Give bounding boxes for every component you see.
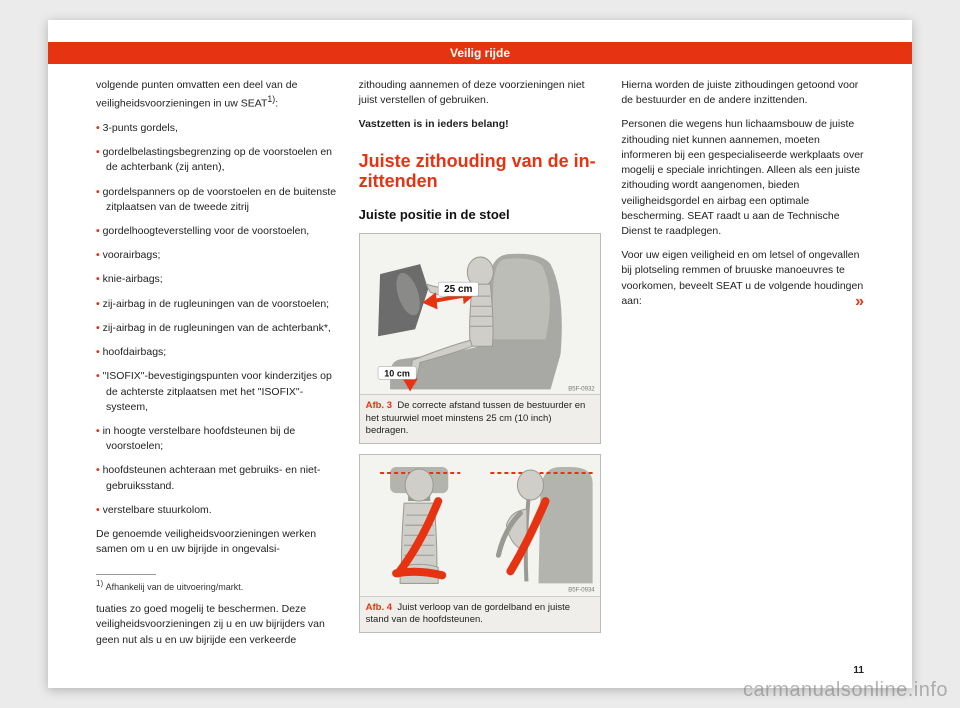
bullet-item: hoofdsteunen achteraan met gebruiks- en … <box>96 463 339 493</box>
fig3-label-10: 10 cm <box>384 368 410 378</box>
figure-4-svg: B5F-0934 <box>360 455 601 595</box>
fig3-code: B5F-0932 <box>568 386 595 392</box>
subheading: Juiste positie in de stoel <box>359 206 602 225</box>
bullet-item: voorairbags; <box>96 248 339 263</box>
footnote-rule <box>96 574 156 575</box>
figure-3-num: Afb. 3 <box>366 400 392 411</box>
bullet-item: in hoogte verstelbare hoofdsteunen bij d… <box>96 424 339 454</box>
outro-para: De genoemde veiligheidsvoorzieningen wer… <box>96 527 339 557</box>
figure-3: 25 cm 10 cm B5F-0932 Afb. 3 De correcte … <box>359 233 602 444</box>
col2-bold: Vastzetten is in ieders belang! <box>359 117 602 132</box>
bullet-item: zij-airbag in de rugleuningen van de voo… <box>96 297 339 312</box>
fig3-label-25: 25 cm <box>444 284 472 295</box>
section-heading-red: Juiste zithouding van de in­zittenden <box>359 151 602 192</box>
figure-4-num: Afb. 4 <box>366 602 392 613</box>
intro-para: volgende punten omvatten een deel van de… <box>96 78 339 112</box>
figure-4: B5F-0934 Afb. 4 Juist verloop van de gor… <box>359 454 602 633</box>
figure-3-caption: Afb. 3 De correcte afstand tussen de bes… <box>360 394 601 443</box>
chapter-header-bar: Veilig rijde <box>48 42 912 64</box>
bullet-item: gordelbelastingsbegrenzing op de voor­st… <box>96 145 339 175</box>
page-number: 11 <box>853 665 864 676</box>
col3-para3: Voor uw eigen veiligheid en om letsel of… <box>621 248 864 309</box>
page-content: volgende punten omvatten een deel van de… <box>96 78 864 656</box>
fig4-code: B5F-0934 <box>568 588 595 594</box>
continue-icon: » <box>855 294 864 310</box>
bullet-item: zij-airbag in de rugleuningen van de ach… <box>96 321 339 336</box>
col3-para1: Hierna worden de juiste zithoudingen ge­… <box>621 78 864 108</box>
chapter-title: Veilig rijde <box>450 46 510 60</box>
bullet-item: knie-airbags; <box>96 272 339 287</box>
manual-page: Veilig rijde volgende punten omvatten ee… <box>48 20 912 688</box>
bullet-item: gordelhoogteverstelling voor de voorstoe… <box>96 224 339 239</box>
bullet-item: hoofdairbags; <box>96 345 339 360</box>
figure-4-caption: Afb. 4 Juist verloop van de gordelband e… <box>360 596 601 633</box>
bullet-item: verstelbare stuurkolom. <box>96 503 339 518</box>
bullet-item: gordelspanners op de voorstoelen en de b… <box>96 185 339 215</box>
bullet-item: 3-punts gordels, <box>96 121 339 136</box>
col3-para2: Personen die wegens hun lichaamsbouw de … <box>621 117 864 239</box>
footnote: 1) Afhankelij van de uitvoering/markt. <box>96 579 339 594</box>
figure-3-svg: 25 cm 10 cm B5F-0932 <box>360 234 601 394</box>
bullet-item: "ISOFIX"-bevestigingspunten voor kinderz… <box>96 369 339 415</box>
